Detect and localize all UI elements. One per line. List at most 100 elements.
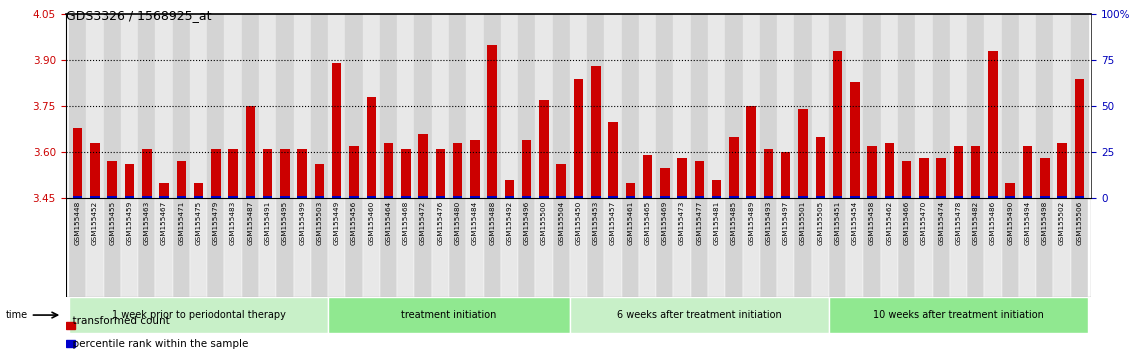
Bar — [592, 196, 601, 198]
Bar — [884, 143, 895, 198]
Bar — [535, 198, 553, 297]
Bar — [953, 146, 964, 198]
Bar — [851, 196, 860, 198]
Text: GSM155474: GSM155474 — [939, 201, 944, 245]
Bar — [953, 196, 964, 198]
Bar — [380, 14, 397, 198]
Bar — [642, 196, 653, 198]
Bar — [259, 14, 276, 198]
Bar — [349, 196, 359, 198]
Text: GSM155501: GSM155501 — [800, 201, 806, 245]
Bar — [812, 14, 829, 198]
Bar — [901, 196, 912, 198]
Bar — [176, 196, 187, 198]
Bar — [333, 63, 342, 198]
Bar — [881, 198, 898, 297]
Bar — [449, 198, 466, 297]
Bar — [193, 196, 204, 198]
Bar — [1053, 198, 1071, 297]
Bar — [470, 140, 480, 198]
Bar — [90, 143, 100, 198]
Bar — [694, 196, 705, 198]
Bar — [639, 198, 656, 297]
Bar — [673, 198, 691, 297]
Bar — [798, 196, 808, 198]
Bar — [711, 180, 722, 198]
Bar — [397, 198, 414, 297]
Bar — [1002, 198, 1019, 297]
Bar — [553, 14, 570, 198]
Text: GSM155491: GSM155491 — [265, 201, 270, 245]
Bar — [224, 14, 242, 198]
Bar — [380, 198, 397, 297]
Text: GSM155465: GSM155465 — [645, 201, 650, 245]
Bar — [746, 196, 756, 198]
Bar — [72, 196, 83, 198]
Bar — [782, 152, 791, 198]
Bar — [639, 14, 656, 198]
Bar — [884, 196, 895, 198]
Bar — [501, 198, 518, 297]
Bar — [66, 340, 75, 347]
Bar — [743, 198, 760, 297]
Bar — [1053, 14, 1071, 198]
Text: GSM155450: GSM155450 — [576, 201, 581, 245]
Text: GSM155488: GSM155488 — [490, 201, 495, 245]
Bar — [72, 128, 83, 198]
Bar — [604, 14, 622, 198]
Text: GSM155456: GSM155456 — [351, 201, 357, 245]
Bar — [984, 198, 1002, 297]
Bar — [1019, 198, 1036, 297]
Bar — [708, 14, 725, 198]
Bar — [107, 196, 116, 198]
Bar — [262, 149, 273, 198]
Bar — [211, 149, 221, 198]
Text: GSM155489: GSM155489 — [749, 201, 754, 245]
Bar — [121, 14, 138, 198]
Bar — [297, 196, 307, 198]
Text: GSM155477: GSM155477 — [697, 201, 702, 245]
Bar — [970, 146, 981, 198]
Text: GSM155506: GSM155506 — [1077, 201, 1082, 245]
Bar — [211, 196, 221, 198]
Bar — [656, 14, 673, 198]
Bar — [155, 14, 173, 198]
Bar — [539, 196, 549, 198]
Bar — [452, 196, 463, 198]
Bar — [556, 165, 566, 198]
Text: GSM155475: GSM155475 — [196, 201, 201, 245]
Bar — [829, 198, 846, 297]
Bar — [573, 196, 584, 198]
Bar — [760, 198, 777, 297]
Bar — [694, 161, 705, 198]
Bar — [725, 198, 743, 297]
Bar — [504, 196, 515, 198]
Bar — [1019, 14, 1036, 198]
Bar — [794, 14, 812, 198]
Bar — [936, 196, 946, 198]
Bar — [661, 167, 670, 198]
Bar — [311, 14, 328, 198]
Bar — [608, 196, 618, 198]
Bar — [155, 198, 173, 297]
Bar — [1036, 198, 1053, 297]
Bar — [587, 198, 604, 297]
Bar — [276, 14, 294, 198]
Bar — [984, 14, 1002, 198]
Bar — [570, 14, 587, 198]
Bar — [190, 198, 207, 297]
Text: GSM155463: GSM155463 — [144, 201, 149, 245]
Bar — [1005, 196, 1015, 198]
Bar — [570, 198, 587, 297]
Bar — [66, 322, 75, 329]
Bar — [711, 196, 722, 198]
Bar — [363, 198, 380, 297]
Text: GDS3326 / 1568925_at: GDS3326 / 1568925_at — [66, 9, 211, 22]
Text: GSM155462: GSM155462 — [887, 201, 892, 245]
Bar — [1041, 196, 1050, 198]
Bar — [967, 14, 984, 198]
Bar — [449, 14, 466, 198]
Text: GSM155454: GSM155454 — [852, 201, 857, 245]
Text: GSM155484: GSM155484 — [472, 201, 478, 245]
Bar — [920, 196, 929, 198]
